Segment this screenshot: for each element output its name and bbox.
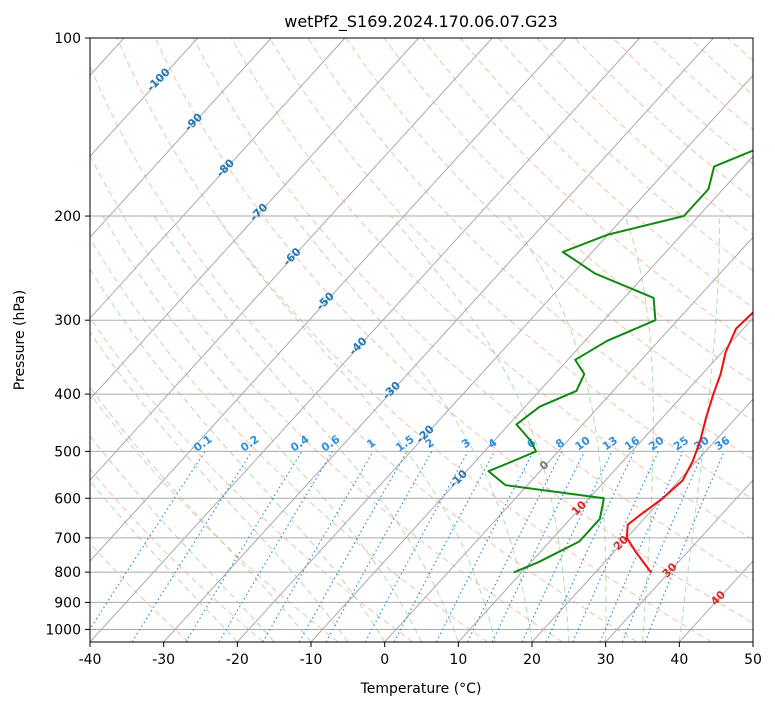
dry-adiabat-line — [90, 393, 339, 642]
x-tick-label: -40 — [79, 652, 102, 668]
moist-adiabat-line — [153, 215, 459, 642]
x-tick-label: 50 — [744, 652, 762, 668]
dry-adiabat-line — [154, 38, 753, 624]
moist-adiabat-line — [624, 215, 654, 642]
y-tick-label: 1000 — [45, 622, 81, 638]
mixing-ratio-line — [491, 451, 586, 642]
x-tick-label: 30 — [597, 652, 615, 668]
y-tick-label: 500 — [54, 444, 81, 460]
dry-adiabat-line — [90, 237, 488, 642]
y-tick-label: 400 — [54, 387, 81, 403]
isotherm-line — [531, 398, 753, 642]
mixing-ratio-line — [364, 451, 469, 642]
dry-adiabat-line — [90, 542, 190, 642]
isotherm-line — [90, 38, 493, 481]
mixing-ratio-line — [185, 451, 303, 642]
dry-adiabat-line — [269, 38, 753, 500]
x-tick-label: -10 — [300, 652, 323, 668]
moist-adiabat-line — [90, 480, 238, 642]
chart-title: wetPf2_S169.2024.170.06.07.G23 — [284, 12, 558, 32]
moist-adiabat-line — [678, 215, 720, 642]
mixing-ratio-line — [90, 451, 206, 631]
moist-adiabat-line — [507, 215, 607, 642]
isotherm-line — [457, 317, 753, 642]
moist-adiabat-line — [90, 435, 275, 642]
isotherm-line — [605, 479, 753, 642]
isotherm-line — [90, 38, 420, 400]
mixing-ratio-line — [521, 451, 613, 642]
dry-adiabat-line — [116, 38, 712, 642]
y-tick-label: 100 — [54, 31, 81, 47]
moist-adiabat-line — [390, 215, 570, 642]
isotherm-line — [163, 38, 714, 642]
y-tick-label: 700 — [54, 531, 81, 547]
temperature-profile-line — [625, 311, 753, 574]
y-tick-label: 900 — [54, 595, 81, 611]
y-tick-label: 300 — [54, 313, 81, 329]
y-tick-label: 800 — [54, 565, 81, 581]
moist-adiabat-line — [102, 215, 422, 642]
x-tick-label: -30 — [152, 652, 175, 668]
mixing-ratio-line — [466, 451, 563, 642]
plot-frame — [89, 37, 754, 643]
x-tick-label: 10 — [449, 652, 467, 668]
isotherm-line — [236, 74, 753, 642]
isotherm-line — [384, 236, 753, 642]
y-axis-title: Pressure (hPa) — [12, 290, 28, 390]
isotherm-line — [90, 38, 272, 238]
x-tick-label: 20 — [523, 652, 541, 668]
mixing-ratio-line — [131, 451, 253, 642]
moist-adiabat-line — [90, 331, 349, 642]
isotherm-line — [90, 38, 346, 319]
x-tick-label: 40 — [670, 652, 688, 668]
dry-adiabat-line — [192, 38, 753, 582]
dry-adiabat-line — [307, 38, 753, 461]
x-tick-label: 0 — [380, 652, 389, 668]
isotherm-line — [310, 155, 753, 642]
mixing-ratio-line — [218, 451, 334, 642]
y-tick-label: 600 — [54, 491, 81, 507]
dry-adiabat-line — [90, 154, 563, 642]
x-tick-label: -20 — [226, 652, 249, 668]
isotherm-line — [90, 38, 567, 562]
isotherm-line — [90, 38, 641, 642]
moist-adiabat-line — [90, 268, 386, 642]
isotherm-line — [90, 38, 199, 158]
dry-adiabat-line — [90, 468, 264, 642]
moist-adiabat-line — [215, 215, 496, 642]
x-axis-title: Temperature (°C) — [360, 681, 482, 697]
mixing-ratio-line — [545, 451, 635, 642]
dry-adiabat-line — [345, 38, 753, 422]
dewpoint-profile-line — [487, 149, 753, 574]
y-tick-label: 200 — [54, 209, 81, 225]
